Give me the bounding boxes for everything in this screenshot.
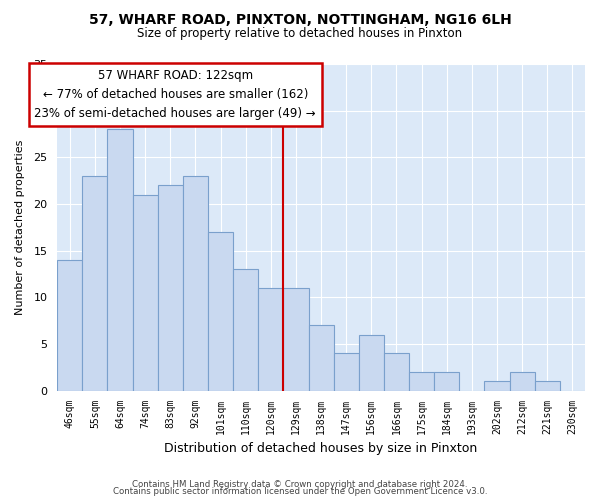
Bar	[233, 270, 258, 391]
X-axis label: Distribution of detached houses by size in Pinxton: Distribution of detached houses by size …	[164, 442, 478, 455]
Bar	[82, 176, 107, 391]
Bar	[434, 372, 460, 391]
Bar	[158, 186, 183, 391]
Bar	[308, 326, 334, 391]
Bar	[283, 288, 308, 391]
Bar	[334, 354, 359, 391]
Bar	[183, 176, 208, 391]
Text: Contains public sector information licensed under the Open Government Licence v3: Contains public sector information licen…	[113, 487, 487, 496]
Bar	[535, 382, 560, 391]
Text: 57 WHARF ROAD: 122sqm
← 77% of detached houses are smaller (162)
23% of semi-det: 57 WHARF ROAD: 122sqm ← 77% of detached …	[34, 68, 316, 120]
Bar	[258, 288, 283, 391]
Text: Contains HM Land Registry data © Crown copyright and database right 2024.: Contains HM Land Registry data © Crown c…	[132, 480, 468, 489]
Bar	[409, 372, 434, 391]
Bar	[57, 260, 82, 391]
Bar	[208, 232, 233, 391]
Y-axis label: Number of detached properties: Number of detached properties	[15, 140, 25, 315]
Bar	[484, 382, 509, 391]
Text: Size of property relative to detached houses in Pinxton: Size of property relative to detached ho…	[137, 28, 463, 40]
Bar	[107, 130, 133, 391]
Bar	[509, 372, 535, 391]
Bar	[359, 335, 384, 391]
Bar	[133, 194, 158, 391]
Text: 57, WHARF ROAD, PINXTON, NOTTINGHAM, NG16 6LH: 57, WHARF ROAD, PINXTON, NOTTINGHAM, NG1…	[89, 12, 511, 26]
Bar	[384, 354, 409, 391]
